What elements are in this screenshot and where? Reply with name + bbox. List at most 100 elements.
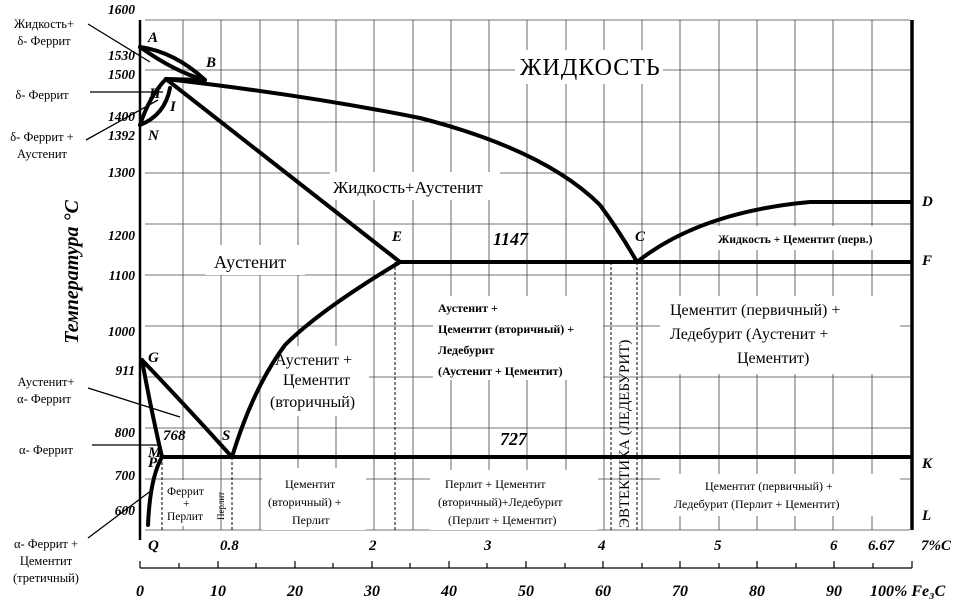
region-aust-led-1: Аустенит + xyxy=(438,301,498,315)
side-alpha-cem-1: α- Феррит + xyxy=(14,537,78,551)
carbon-axis: 0.8 2 3 4 5 6 6.67 7%C xyxy=(220,538,952,554)
fe3c-tick-20: 20 xyxy=(286,583,303,600)
region-cem-led-2: Ледебурит (Аустенит + xyxy=(670,326,828,343)
fe3c-tick-30: 30 xyxy=(363,583,380,600)
carbon-tick-7: 7%C xyxy=(921,538,952,554)
tick-1300: 1300 xyxy=(108,165,135,180)
temperature-ticks: 1600 1530 1500 1400 1392 1300 1200 1100 … xyxy=(108,2,135,518)
side-delta-ferrite: δ- Феррит xyxy=(15,88,69,102)
temp-768: 768 xyxy=(163,428,186,444)
point-A: A xyxy=(147,30,158,46)
region-liquid-austenite: Жидкость+Аустенит xyxy=(333,178,483,197)
region-aust-cem-1: Аустенит + xyxy=(275,352,352,369)
side-liquid-delta-1: Жидкость+ xyxy=(14,17,74,31)
dotted-lines xyxy=(161,262,638,530)
side-aust-alpha-1: Аустенит+ xyxy=(17,375,74,389)
region-cem-per-1: Цементит xyxy=(285,477,336,491)
fe3c-tick-50: 50 xyxy=(518,583,534,600)
point-M: M xyxy=(147,445,162,461)
tick-1400: 1400 xyxy=(108,109,135,124)
region-labels: ЖИДКОСТЬ Жидкость+Аустенит Аустенит Жидк… xyxy=(167,55,873,528)
carbon-tick-3: 3 xyxy=(483,538,492,554)
fe3c-tick-60: 60 xyxy=(595,583,611,600)
tick-600: 600 xyxy=(115,503,136,518)
tick-700: 700 xyxy=(115,468,136,483)
label-backgrounds xyxy=(163,50,902,530)
region-austenite: Аустенит xyxy=(214,252,286,272)
temp-1147: 1147 xyxy=(493,229,529,249)
tick-1600: 1600 xyxy=(108,2,135,17)
region-cem-per-2: (вторичный) + xyxy=(268,495,342,509)
region-cem1-led-1: Цементит (первичный) + xyxy=(705,479,833,493)
side-delta-aust-2: Аустенит xyxy=(17,147,68,161)
fe3c-axis-labels: 0 10 20 30 40 50 60 70 80 90 100% Fe₃C xyxy=(136,583,946,600)
carbon-tick-5: 5 xyxy=(714,538,722,554)
fe3c-tick-10: 10 xyxy=(210,583,226,600)
point-D: D xyxy=(921,194,933,210)
region-liquid: ЖИДКОСТЬ xyxy=(520,55,661,81)
region-cem-per-3: Перлит xyxy=(292,513,330,527)
region-cem1-led-2: Ледебурит (Перлит + Цементит) xyxy=(674,497,839,511)
carbon-tick-6-67: 6.67 xyxy=(868,538,895,554)
tick-800: 800 xyxy=(115,425,136,440)
region-per-led-1: Перлит + Цементит xyxy=(445,477,546,491)
region-aust-led-3: Ледебурит xyxy=(438,343,495,357)
point-L: L xyxy=(921,508,931,524)
region-cem-led-3: Цементит) xyxy=(737,350,809,367)
side-alpha-cem-2: Цементит xyxy=(20,554,73,568)
fe3c-tick-90: 90 xyxy=(826,583,842,600)
tick-1500: 1500 xyxy=(108,67,135,82)
point-I: I xyxy=(169,99,177,115)
region-ferrite-perlite-3: Перлит xyxy=(167,511,203,523)
side-delta-aust-1: δ- Феррит + xyxy=(10,130,73,144)
side-alpha-cem-3: (третичный) xyxy=(13,571,79,585)
tick-1000: 1000 xyxy=(108,324,135,339)
fe3c-tick-100: 100% Fe₃C xyxy=(870,583,946,600)
point-G: G xyxy=(148,350,159,366)
region-aust-cem-2: Цементит xyxy=(283,372,350,389)
point-S: S xyxy=(222,428,230,444)
carbon-tick-0-8: 0.8 xyxy=(220,538,239,554)
side-labels: Жидкость+ δ- Феррит δ- Феррит δ- Феррит … xyxy=(10,17,79,585)
fe3c-tick-70: 70 xyxy=(672,583,688,600)
temp-727: 727 xyxy=(500,429,528,449)
region-per-led-2: (вторичный)+Ледебурит xyxy=(438,495,563,509)
fe3c-axis-minor-ticks xyxy=(139,561,913,568)
region-perlite: Перлит xyxy=(216,492,226,520)
tick-1392: 1392 xyxy=(108,128,135,143)
y-axis-title: Температура °С xyxy=(61,200,83,344)
tick-911: 911 xyxy=(115,363,135,378)
carbon-tick-6: 6 xyxy=(830,538,838,554)
region-aust-cem-3: (вторичный) xyxy=(270,394,355,411)
point-H: H xyxy=(148,86,162,102)
carbon-tick-4: 4 xyxy=(597,538,606,554)
point-Q: Q xyxy=(148,538,159,554)
region-aust-led-4: (Аустенит + Цементит) xyxy=(438,364,563,378)
fe3c-tick-40: 40 xyxy=(440,583,457,600)
point-N: N xyxy=(147,128,160,144)
point-B: B xyxy=(205,55,216,71)
point-C: C xyxy=(635,229,646,245)
region-per-led-3: (Перлит + Цементит) xyxy=(448,513,557,527)
point-K: K xyxy=(921,456,933,472)
leader-lines xyxy=(85,23,181,539)
point-labels: A B H I N E C D F G S P M Q K L xyxy=(147,30,933,554)
region-aust-led-2: Цементит (вторичный) + xyxy=(438,322,574,336)
region-ferrite-perlite-1: Феррит xyxy=(167,486,204,498)
fe3c-tick-0: 0 xyxy=(136,583,144,600)
region-liquid-cementite: Жидкость + Цементит (перв.) xyxy=(718,234,873,246)
fe3c-tick-80: 80 xyxy=(749,583,765,600)
phase-lines xyxy=(138,45,912,527)
point-P: P xyxy=(148,455,158,471)
region-eutectic: ЭВТЕКТИКА (ЛЕДЕБУРИТ) xyxy=(617,340,633,528)
region-cem-led-1: Цементит (первичный) + xyxy=(670,302,840,319)
tick-1100: 1100 xyxy=(109,268,136,283)
point-E: E xyxy=(391,229,402,245)
carbon-tick-2: 2 xyxy=(368,538,377,554)
side-aust-alpha-2: α- Феррит xyxy=(17,392,71,406)
region-ferrite-perlite-2: + xyxy=(183,498,190,510)
tick-1200: 1200 xyxy=(108,228,135,243)
tick-1530: 1530 xyxy=(108,48,135,63)
temperature-markers: 1147 727 768 xyxy=(163,229,529,449)
